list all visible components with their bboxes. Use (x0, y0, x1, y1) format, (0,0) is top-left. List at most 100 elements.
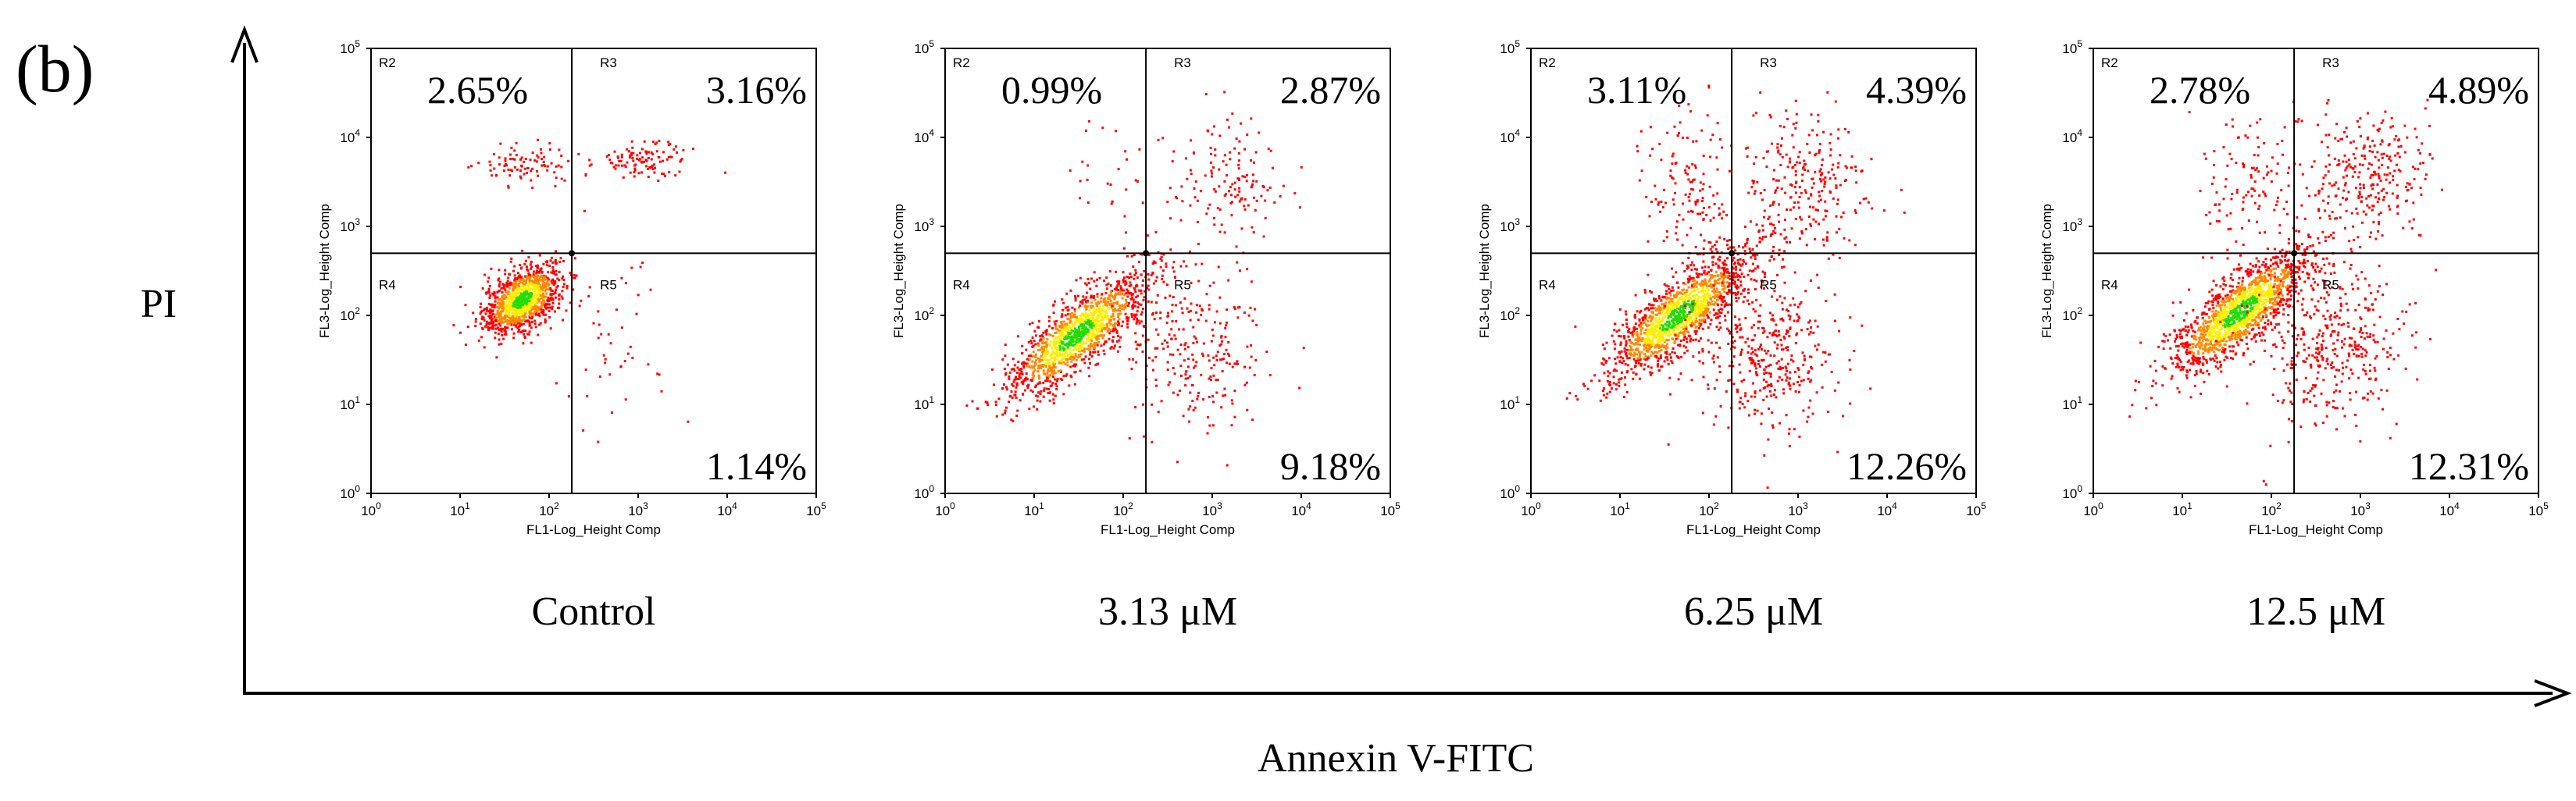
event-dot (519, 306, 523, 309)
event-dot (1673, 303, 1675, 306)
event-dot (1073, 323, 1076, 326)
event-dot (1700, 290, 1703, 293)
event-dot (1236, 316, 1240, 319)
event-dot (1644, 343, 1647, 346)
event-dot (1134, 340, 1137, 344)
event-dot (1298, 386, 1301, 390)
event-dot (1086, 332, 1089, 335)
gate-handle[interactable] (1143, 250, 1150, 257)
event-dot (1192, 358, 1195, 361)
event-dot (1069, 315, 1072, 319)
event-dot (1122, 271, 1125, 274)
event-dot (1733, 340, 1736, 343)
event-dot (1754, 288, 1757, 290)
event-dot (1606, 380, 1609, 383)
event-dot (1238, 200, 1241, 203)
event-dot (1138, 148, 1141, 151)
event-dot (1702, 247, 1705, 250)
event-dot (1239, 269, 1241, 272)
event-dot (514, 313, 517, 316)
event-dot (1711, 245, 1714, 248)
event-dot (1072, 315, 1075, 318)
event-dot (1118, 318, 1121, 321)
event-dot (1707, 351, 1711, 354)
event-dot (1060, 360, 1062, 363)
gate-handle[interactable] (569, 250, 576, 257)
event-dot (1781, 308, 1784, 311)
event-dot (1129, 281, 1132, 284)
event-dot (1093, 314, 1095, 317)
event-dot (510, 296, 512, 299)
event-dot (481, 287, 484, 290)
event-dot (1089, 342, 1092, 345)
event-dot (543, 300, 546, 303)
event-dot (1718, 346, 1721, 349)
event-dot (1700, 337, 1703, 340)
event-dot (1229, 158, 1232, 161)
event-dot (1034, 355, 1037, 358)
event-dot (614, 167, 617, 170)
event-dot (1642, 319, 1644, 322)
event-dot (1701, 304, 1704, 307)
event-dot (1047, 391, 1051, 394)
event-dot (1083, 350, 1086, 353)
event-dot (1126, 326, 1129, 329)
event-dot (505, 309, 508, 312)
event-dot (1802, 409, 1805, 412)
event-dot (1700, 322, 1703, 326)
event-dot (1697, 273, 1700, 276)
event-dot (1218, 296, 1222, 299)
event-dot (1090, 345, 1094, 348)
event-dot (1031, 390, 1034, 393)
event-dot (1260, 194, 1263, 198)
event-dot (1646, 334, 1649, 336)
event-dot (504, 330, 507, 333)
event-dot (1749, 250, 1752, 253)
event-dot (1078, 334, 1081, 337)
event-dot (1665, 351, 1668, 354)
event-dot (1677, 334, 1680, 337)
event-dot (617, 156, 619, 159)
event-dot (1743, 250, 1746, 253)
event-dot (1788, 335, 1791, 338)
event-dot (537, 266, 539, 269)
event-dot (1718, 311, 1721, 314)
event-dot (641, 262, 644, 265)
event-dot (1051, 327, 1054, 329)
event-dot (1783, 228, 1786, 231)
event-dot (561, 297, 564, 300)
event-dot (1195, 311, 1198, 314)
event-dot (484, 312, 487, 315)
event-dot (1108, 332, 1111, 335)
event-dot (1712, 354, 1715, 358)
event-dot (1615, 369, 1618, 372)
event-dot (519, 175, 522, 178)
event-dot (1735, 272, 1738, 275)
x-tick-exponent: 5 (821, 500, 826, 511)
event-dot (1700, 300, 1703, 303)
event-dot (1686, 313, 1689, 316)
event-dot (1083, 298, 1086, 301)
event-dot (538, 254, 541, 257)
event-dot (1651, 329, 1654, 333)
event-dot (1770, 384, 1773, 387)
event-dot (1643, 316, 1647, 319)
event-dot (530, 294, 533, 297)
event-dot (516, 312, 519, 315)
event-dot (633, 164, 637, 167)
event-dot (1601, 344, 1604, 346)
event-dot (504, 326, 507, 329)
event-dot (1070, 329, 1073, 332)
event-dot (1117, 350, 1119, 353)
event-dot (1166, 341, 1168, 344)
event-dot (1662, 324, 1665, 327)
event-dot (1633, 313, 1636, 316)
event-dot (537, 156, 540, 159)
y-tick-exponent: 0 (355, 483, 360, 494)
event-dot (1302, 347, 1305, 350)
event-dot (1254, 209, 1257, 212)
event-dot (1738, 318, 1741, 321)
event-dot (1650, 304, 1653, 307)
event-dot (1750, 347, 1754, 350)
event-dot (1135, 313, 1138, 316)
